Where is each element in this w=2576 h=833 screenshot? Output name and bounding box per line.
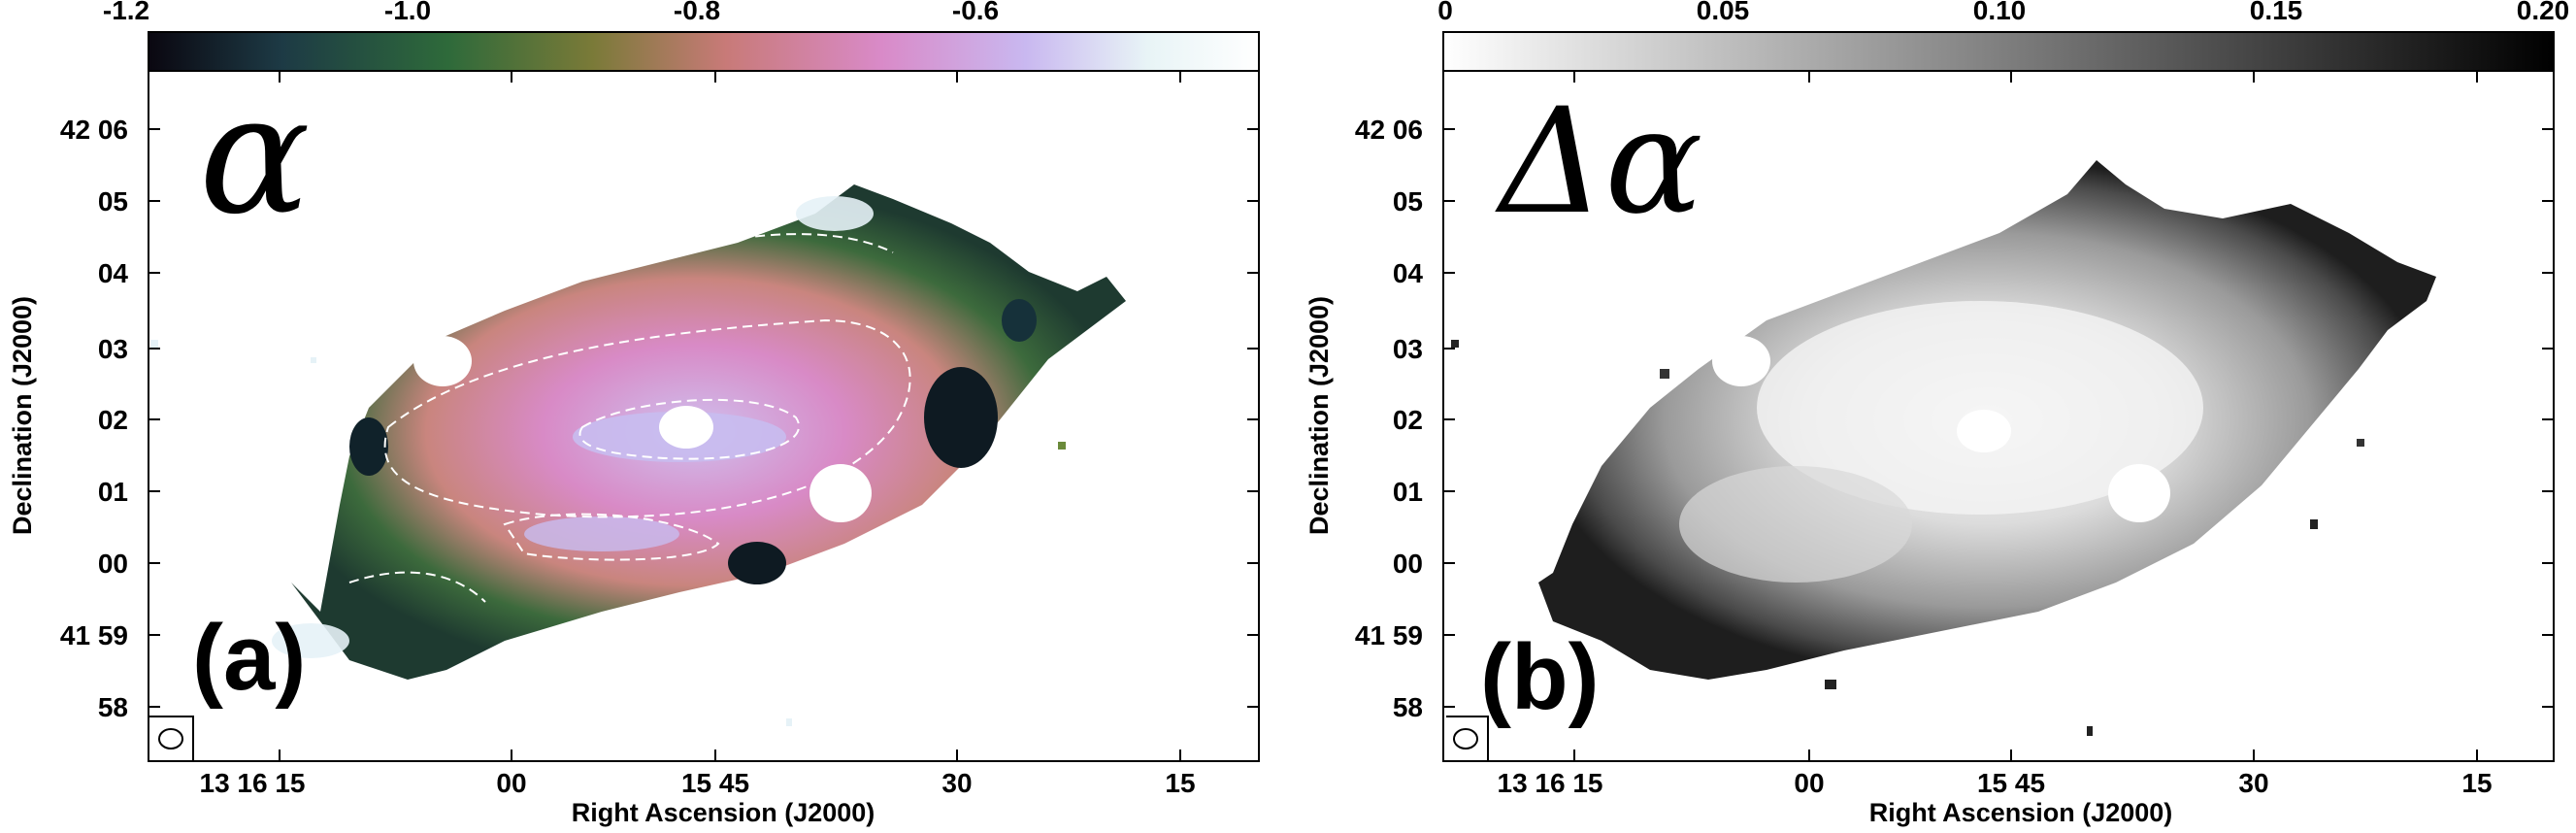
x-axis-title-b: Right Ascension (J2000) xyxy=(1869,798,2173,827)
x-axis-a: 13 16 15 00 15 45 30 15 Right Ascension … xyxy=(200,71,1196,827)
x-tick-label: 15 45 xyxy=(1977,768,2045,798)
spectral-index-map: α (a) xyxy=(149,59,1259,761)
x-axis-b: 13 16 15 00 15 45 30 15 Right Ascension … xyxy=(1498,71,2493,827)
y-tick-label: 04 xyxy=(98,258,129,288)
y-tick-label: 03 xyxy=(98,334,128,364)
x-tick-label: 15 xyxy=(2461,768,2492,798)
y-tick-label: 42 06 xyxy=(1355,115,1423,145)
panel-b: 0 0.05 0.10 0.15 0.20 Δα (b) xyxy=(1305,0,2569,827)
x-tick-label: 13 16 15 xyxy=(1498,768,1603,798)
y-tick-label: 02 xyxy=(98,405,128,435)
y-axis-b: 42 06 05 04 03 02 01 00 41 59 58 Declina… xyxy=(1305,115,2554,722)
y-tick-label: 58 xyxy=(1393,692,1423,722)
x-tick-label: 30 xyxy=(2238,768,2268,798)
beam-marker-b xyxy=(1446,716,1489,761)
y-tick-label: 04 xyxy=(1393,258,1424,288)
x-tick-label: 13 16 15 xyxy=(200,768,306,798)
y-tick-label: 05 xyxy=(98,186,128,217)
y-tick-label: 41 59 xyxy=(1355,620,1423,650)
y-tick-label: 02 xyxy=(1393,405,1423,435)
colorbar-b-tick: 0.15 xyxy=(2250,0,2303,25)
colorbar-a-tick: -1.2 xyxy=(103,0,149,25)
y-tick-label: 05 xyxy=(1393,186,1423,217)
colorbar-b-tick: 0 xyxy=(1437,0,1453,25)
y-tick-label: 41 59 xyxy=(60,620,128,650)
colorbar-a-tick: -0.6 xyxy=(952,0,999,25)
beam-marker-a xyxy=(149,716,194,761)
colorbar-a-tick: -1.0 xyxy=(384,0,431,25)
y-axis-title-b: Declination (J2000) xyxy=(1305,296,1334,535)
colorbar-a: -1.2 -1.0 -0.8 -0.6 xyxy=(103,0,1260,72)
y-tick-label: 42 06 xyxy=(60,115,128,145)
x-tick-label: 15 45 xyxy=(681,768,749,798)
colorbar-b: 0 0.05 0.10 0.15 0.20 xyxy=(1437,0,2570,72)
y-tick-label: 01 xyxy=(98,477,128,507)
panel-a: -1.2 -1.0 -0.8 -0.6 xyxy=(8,0,1260,827)
panel-b-label: (b) xyxy=(1480,625,1600,729)
panel-b-symbol: Δα xyxy=(1495,78,1703,247)
y-axis-a: 42 06 05 04 03 02 01 00 41 59 58 Declina… xyxy=(8,115,1259,722)
y-tick-label: 01 xyxy=(1393,477,1423,507)
y-tick-label: 00 xyxy=(98,549,128,579)
spectral-index-error-map: Δα (b) xyxy=(1446,71,2554,761)
y-tick-label: 03 xyxy=(1393,334,1423,364)
panel-a-symbol: α xyxy=(199,59,311,251)
x-tick-label: 00 xyxy=(1794,768,1824,798)
x-tick-label: 15 xyxy=(1165,768,1195,798)
x-tick-label: 30 xyxy=(941,768,972,798)
y-tick-label: 58 xyxy=(98,692,128,722)
colorbar-b-tick: 0.10 xyxy=(1973,0,2027,25)
colorbar-b-tick: 0.20 xyxy=(2517,0,2570,25)
y-tick-label: 00 xyxy=(1393,549,1423,579)
colorbar-a-tick: -0.8 xyxy=(674,0,720,25)
x-axis-title-a: Right Ascension (J2000) xyxy=(572,798,875,827)
panel-a-label: (a) xyxy=(192,606,306,710)
y-axis-title-a: Declination (J2000) xyxy=(8,296,37,535)
colorbar-b-tick: 0.05 xyxy=(1697,0,1750,25)
x-tick-label: 00 xyxy=(496,768,526,798)
